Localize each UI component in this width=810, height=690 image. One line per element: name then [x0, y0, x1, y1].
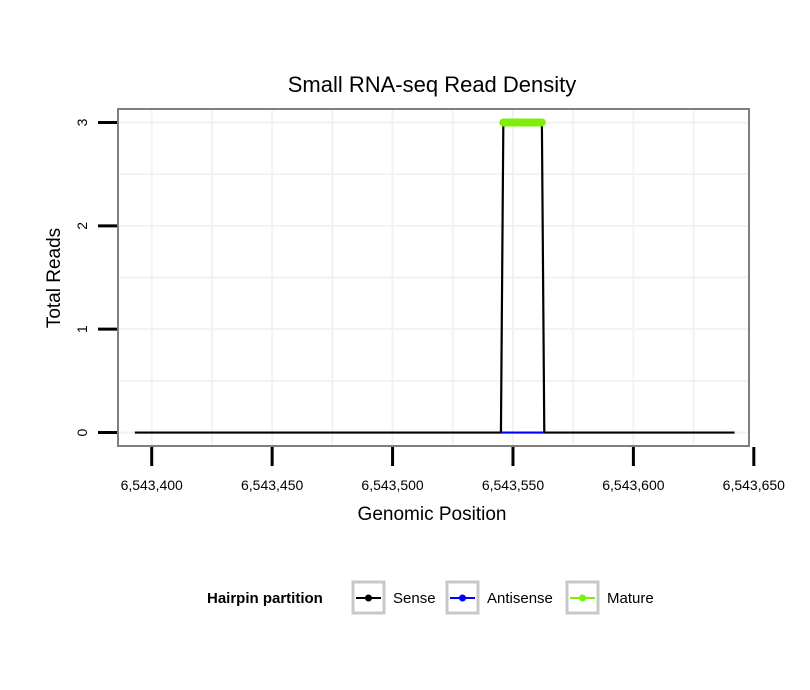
x-axis-ticks: 6,543,400 6,543,450 6,543,500 6,543,550 6,54…: [121, 447, 785, 493]
y-tick-label: 1: [74, 325, 90, 333]
y-tick-label: 3: [74, 118, 90, 126]
x-tick-label: 6,543,600: [602, 477, 664, 493]
y-axis-ticks: 0 1 2 3: [74, 118, 117, 436]
legend-key-dot: [459, 594, 466, 602]
legend-key-dot: [365, 594, 372, 602]
x-tick-label: 6,543,450: [241, 477, 303, 493]
y-tick-label: 2: [74, 222, 90, 230]
chart-title: Small RNA-seq Read Density: [288, 72, 577, 97]
data-series: [134, 118, 735, 434]
x-axis-title: Genomic Position: [358, 504, 507, 525]
legend-label: Antisense: [487, 590, 553, 607]
legend-title: Hairpin partition: [207, 590, 323, 607]
x-tick-label: 6,543,550: [482, 477, 544, 493]
legend-entry-mature: Mature: [565, 580, 654, 615]
plot-panel-border: [117, 108, 750, 447]
legend: Hairpin partition Sense Antisense Mature: [207, 580, 654, 615]
legend-label: Sense: [393, 590, 436, 607]
legend-entry-sense: Sense: [351, 580, 436, 615]
legend-key-dot: [579, 594, 586, 602]
legend-entry-antisense: Antisense: [445, 580, 553, 615]
y-axis-title: Total Reads: [44, 228, 65, 328]
x-tick-label: 6,543,650: [723, 477, 785, 493]
x-tick-label: 6,543,500: [361, 477, 423, 493]
y-tick-label: 0: [74, 428, 90, 436]
legend-label: Mature: [607, 590, 654, 607]
grid-lines: [118, 109, 749, 446]
x-tick-label: 6,543,400: [121, 477, 183, 493]
